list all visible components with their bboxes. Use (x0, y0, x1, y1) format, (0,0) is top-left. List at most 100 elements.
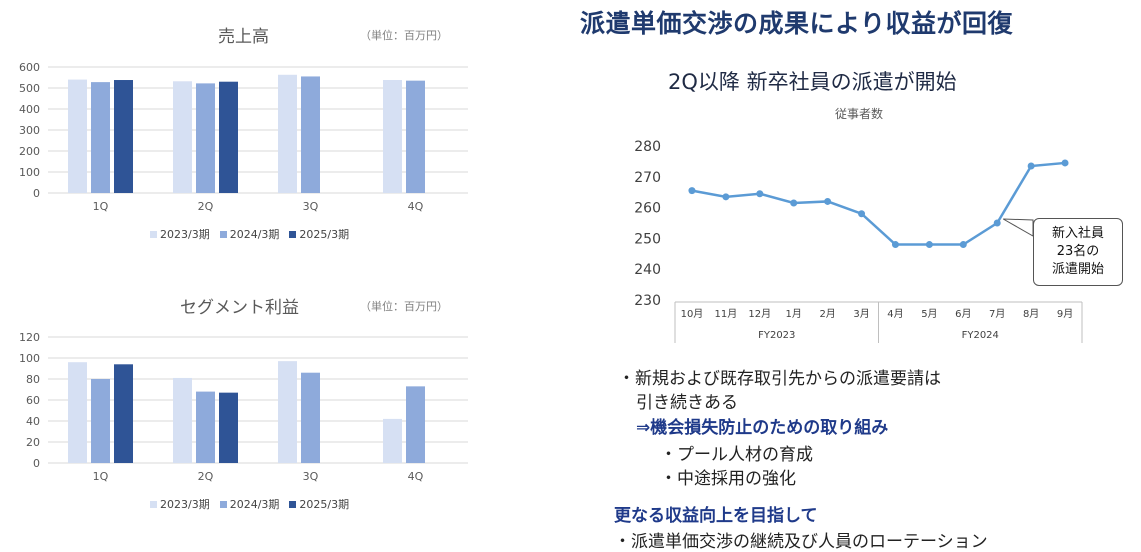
x-tick-label: 11月 (715, 308, 738, 320)
callout-pointer (1002, 218, 1034, 237)
y-tick-label: 400 (19, 103, 40, 116)
bar (114, 80, 133, 193)
segment-bar-chart: 0 20 40 60 80 100 120 1Q 2Q 3Q 4Q (19, 331, 468, 483)
segment-chart-title: セグメント利益 (180, 298, 299, 318)
bar (383, 80, 402, 193)
y-tick-label: 20 (26, 436, 40, 449)
bar (91, 379, 110, 463)
bar (68, 362, 87, 463)
x-tick-label: 2月 (819, 308, 835, 320)
sales-unit-note: （単位：百万円） (360, 29, 448, 42)
y-tick-label: 0 (33, 457, 40, 470)
callout-line: 23名の (1056, 244, 1100, 259)
bullet-line-2: 引き続きある (636, 393, 738, 413)
sales-bar-chart: 0 100 200 300 400 500 600 1Q 2Q 3Q 4Q (19, 61, 468, 213)
x-tick-label: 2Q (198, 470, 214, 483)
legend-swatch (289, 230, 297, 238)
data-point (1027, 162, 1035, 170)
legend-swatch (219, 230, 227, 238)
x-tick-label: 9月 (1057, 308, 1073, 320)
bar (196, 391, 215, 463)
y-tick-label: 0 (33, 187, 40, 200)
y-tick-label: 60 (26, 394, 40, 407)
y-tick-label: 40 (26, 415, 40, 428)
data-point (1061, 159, 1069, 167)
y-tick-label: 300 (19, 124, 40, 137)
bar (301, 372, 320, 463)
y-tick-label: 100 (19, 166, 40, 179)
legend-label: 2025/3期 (299, 228, 350, 241)
bar (219, 392, 238, 463)
y-tick-label: 600 (19, 61, 40, 74)
y-tick-label: 120 (19, 331, 40, 344)
x-tick-label: 1Q (93, 200, 109, 213)
legend-item-2025: 2025/3期 (289, 226, 349, 242)
bar (173, 81, 192, 193)
x-tick-label: 1Q (93, 470, 109, 483)
series-line (691, 161, 1066, 246)
data-point (925, 241, 933, 249)
legend-label: 2023/3期 (160, 228, 210, 241)
bullet-line-3: ⇒機会損失防止のための取り組み (636, 418, 889, 438)
bullet-line-1: ・新規および既存取引先からの派遣要請は (618, 369, 941, 389)
y-tick-label: 500 (19, 82, 40, 95)
bar (196, 83, 215, 193)
bar (406, 80, 425, 193)
y-tick-label: 260 (634, 201, 661, 217)
y-tick-label: 250 (634, 231, 661, 247)
new-hire-callout: 新入社員 23名の 派遣開始 (1033, 218, 1123, 286)
legend-item-2024: 2024/3期 (219, 496, 279, 512)
data-point (756, 190, 764, 198)
data-point (959, 241, 967, 249)
data-point (790, 199, 798, 207)
callout-line: 新入社員 (1051, 226, 1104, 241)
bullet-line-7: ・派遣単価交渉の継続及び人員のローテーション (614, 532, 988, 552)
x-tick-label: 10月 (681, 308, 704, 320)
x-tick-label: 2Q (198, 200, 214, 213)
slide-heading: 派遣単価交渉の成果により収益が回復 (580, 9, 1014, 38)
data-point (993, 219, 1001, 227)
legend-swatch (150, 500, 157, 508)
bar (301, 76, 320, 193)
y-tick-label: 230 (634, 293, 661, 309)
data-point (688, 187, 696, 195)
sales-chart-title: 売上高 (218, 27, 269, 47)
x-tick-label: 3月 (853, 308, 869, 320)
x-tick-label: 5月 (921, 308, 937, 320)
x-tick-label: 12月 (748, 308, 771, 320)
group-label: FY2024 (962, 330, 999, 341)
bar (406, 386, 425, 463)
legend-label: 2024/3期 (229, 228, 280, 241)
bar (278, 361, 297, 463)
legend-item-2024: 2024/3期 (219, 226, 280, 242)
legend-swatch (219, 500, 227, 508)
y-tick-label: 200 (19, 145, 40, 158)
group-label: FY2023 (758, 330, 795, 341)
x-tick-label: 4Q (408, 200, 424, 213)
legend-swatch (289, 500, 297, 508)
bar (173, 377, 192, 463)
x-tick-label: 6月 (955, 308, 971, 320)
x-tick-label: 7月 (989, 308, 1005, 320)
bar (278, 74, 297, 193)
legend-label: 2023/3期 (160, 498, 210, 511)
bar (383, 418, 402, 463)
data-point (891, 241, 899, 249)
bullet-line-5: ・中途採用の強化 (660, 469, 796, 489)
bar (91, 82, 110, 193)
x-tick-label: 4Q (408, 470, 424, 483)
bullet-line-6: 更なる収益向上を目指して (614, 506, 818, 526)
x-tick-label: 3Q (303, 200, 319, 213)
x-tick-label: 3Q (303, 470, 319, 483)
legend-label: 2025/3期 (299, 498, 350, 511)
y-tick-label: 270 (634, 170, 661, 186)
data-point (722, 193, 730, 201)
legend-item-2023: 2023/3期 (150, 226, 210, 242)
segment-unit-note: （単位：百万円） (360, 300, 448, 313)
bullet-line-4: ・プール人材の育成 (660, 445, 813, 465)
legend-item-2025: 2025/3期 (289, 496, 349, 512)
employees-line-chart: 230 240 250 260 270 280 10月 11月 12月 1月 2月 3月 4月 5月 6月 7… (634, 139, 1083, 343)
bar (114, 364, 133, 463)
y-tick-label: 240 (634, 262, 661, 278)
x-tick-label: 1月 (786, 308, 802, 320)
